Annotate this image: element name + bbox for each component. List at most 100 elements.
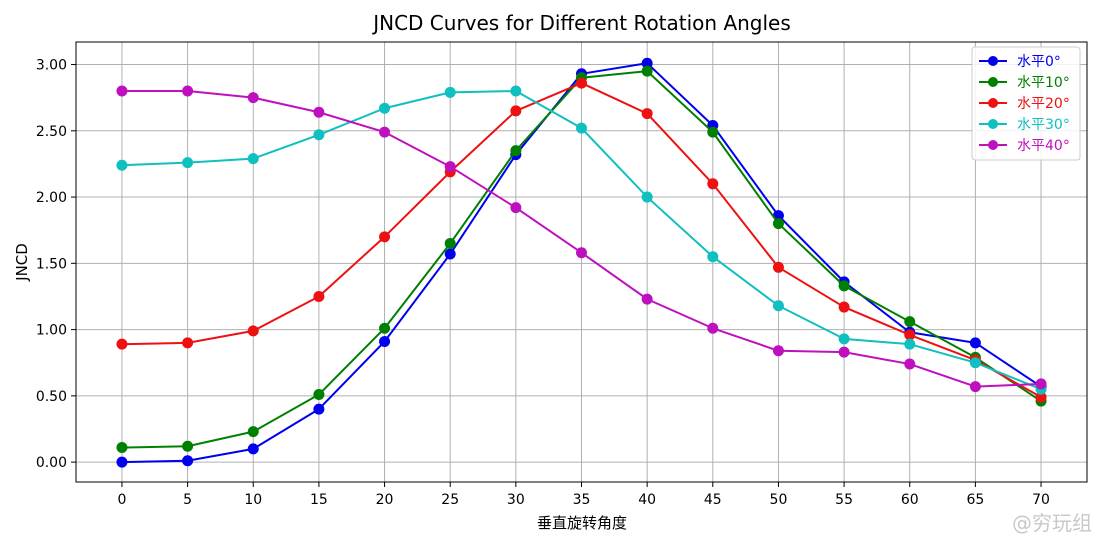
data-point (576, 247, 587, 259)
data-point (641, 191, 653, 203)
y-tick-label: 0.50 (36, 389, 67, 405)
data-point (379, 231, 391, 243)
watermark-text: @穷玩组 (1012, 511, 1092, 535)
data-point (641, 293, 653, 305)
data-point (641, 57, 653, 69)
data-point (969, 357, 981, 369)
y-tick-label: 2.00 (36, 190, 67, 206)
y-tick-label: 2.50 (36, 124, 67, 140)
data-point (838, 280, 850, 292)
data-point (379, 102, 391, 114)
data-point (182, 157, 194, 169)
data-point (313, 106, 325, 118)
legend-label: 水平0° (1017, 54, 1061, 70)
x-tick-label: 5 (183, 492, 192, 508)
data-point (247, 443, 259, 455)
data-point (510, 105, 522, 117)
data-point (641, 65, 653, 77)
legend-box (971, 46, 1081, 161)
legend-label: 水平10° (1017, 75, 1070, 91)
legend-label: 水平40° (1017, 138, 1070, 154)
data-point (182, 85, 194, 97)
legend-item: 水平40° (979, 138, 1070, 154)
x-tick-label: 60 (901, 492, 919, 508)
data-point (772, 345, 784, 357)
legend-label: 水平30° (1017, 117, 1070, 133)
data-point (904, 358, 916, 370)
data-point (247, 426, 259, 438)
data-point (838, 333, 850, 345)
legend: 水平0° 水平10° 水平20° 水平30° 水平40° (971, 46, 1081, 161)
data-point (247, 92, 259, 104)
legend-marker (988, 119, 998, 129)
y-tick-label: 0.00 (36, 455, 67, 471)
data-point (444, 237, 456, 249)
x-tick-label: 70 (1032, 492, 1050, 508)
legend-marker (988, 140, 998, 150)
x-tick-label: 10 (244, 492, 262, 508)
series-3 (116, 85, 1047, 395)
data-point (838, 346, 850, 358)
data-point (772, 300, 784, 312)
data-point (838, 301, 850, 313)
data-point (641, 108, 653, 120)
legend-marker (988, 77, 998, 87)
data-point (182, 337, 194, 349)
y-axis-label: JNCD (13, 243, 31, 282)
data-point (576, 77, 587, 89)
legend-label: 水平20° (1017, 96, 1070, 112)
x-tick-label: 50 (770, 492, 788, 508)
data-point (1035, 378, 1047, 390)
x-tick-label: 30 (507, 492, 525, 508)
data-point (904, 316, 916, 328)
data-point (379, 322, 391, 334)
data-point (379, 336, 391, 348)
series-layer (116, 57, 1047, 468)
data-point (444, 248, 456, 260)
legend-item: 水平0° (979, 54, 1061, 70)
data-point (772, 218, 784, 230)
data-point (313, 290, 325, 302)
series-4 (116, 85, 1047, 393)
data-point (576, 122, 587, 134)
x-axis-ticks: 0 5 10 15 20 25 30 35 40 45 50 55 60 65 70 (117, 482, 1050, 508)
data-point (313, 389, 325, 401)
data-point (1035, 391, 1047, 403)
data-point (969, 381, 981, 393)
grid-lines (76, 42, 1087, 482)
x-tick-label: 55 (835, 492, 853, 508)
data-point (510, 85, 522, 97)
data-point (116, 159, 128, 171)
x-tick-label: 25 (441, 492, 459, 508)
data-point (510, 202, 522, 214)
x-tick-label: 0 (117, 492, 126, 508)
y-axis-ticks: 0.00 0.50 1.00 1.50 2.00 2.50 3.00 (36, 58, 76, 471)
legend-item: 水平20° (979, 96, 1070, 112)
data-point (247, 153, 259, 165)
x-tick-label: 20 (376, 492, 394, 508)
data-point (707, 178, 719, 190)
data-point (904, 329, 916, 341)
data-point (247, 325, 259, 337)
data-point (116, 456, 128, 468)
data-point (444, 86, 456, 98)
legend-item: 水平30° (979, 117, 1070, 133)
y-tick-label: 1.50 (36, 256, 67, 272)
series-2 (116, 77, 1047, 403)
data-point (379, 126, 391, 138)
x-tick-label: 65 (966, 492, 984, 508)
legend-item: 水平10° (979, 75, 1070, 91)
data-point (182, 455, 194, 467)
data-point (707, 251, 719, 263)
x-tick-label: 35 (573, 492, 591, 508)
data-point (116, 442, 128, 454)
legend-marker (988, 98, 998, 108)
data-point (707, 322, 719, 334)
y-tick-label: 1.00 (36, 323, 67, 339)
data-point (182, 440, 194, 452)
data-point (116, 85, 128, 97)
data-point (313, 403, 325, 415)
data-point (444, 161, 456, 173)
x-axis-label: 垂直旋转角度 (537, 514, 627, 532)
